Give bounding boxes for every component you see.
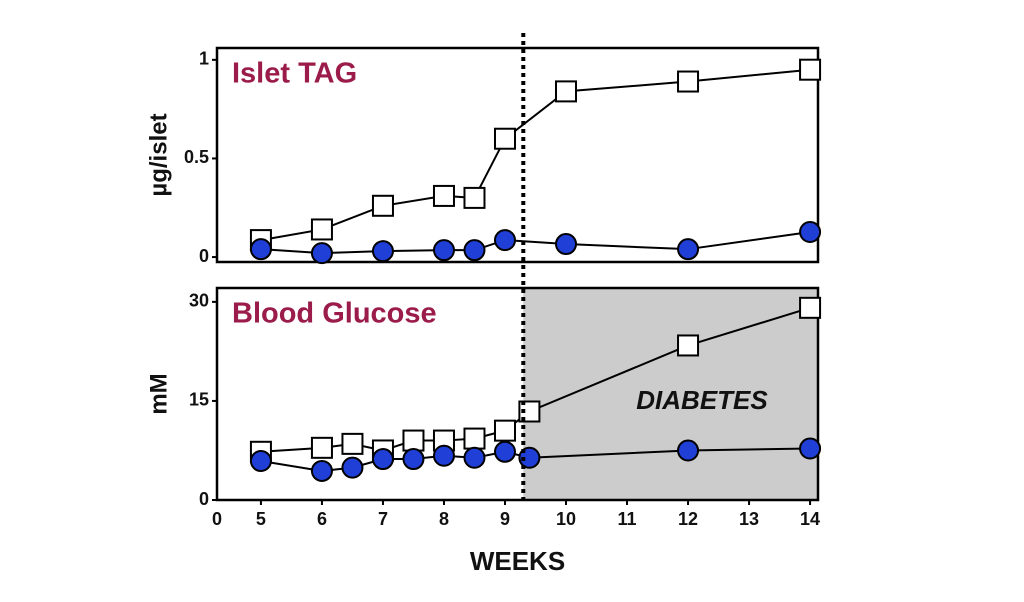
square-marker <box>371 194 394 217</box>
square-marker <box>555 80 578 103</box>
square-marker <box>799 58 822 81</box>
x-tick-label: 11 <box>618 509 637 529</box>
square-marker <box>463 427 486 450</box>
square-marker <box>493 127 516 150</box>
circle-marker <box>493 229 516 252</box>
square-marker <box>677 70 700 93</box>
x-tick-label: 6 <box>317 509 327 529</box>
y-tick-label: 0.5 <box>184 147 209 167</box>
x-tick-label: 5 <box>256 509 266 529</box>
circle-marker <box>249 450 272 473</box>
y-axis-label: mM <box>145 373 172 414</box>
square-marker <box>402 429 425 452</box>
x-tick-label: 8 <box>439 509 449 529</box>
x-tick-label: 13 <box>739 509 759 529</box>
square-marker <box>310 218 333 241</box>
square-marker <box>463 186 486 209</box>
square-marker <box>518 400 541 423</box>
square-marker <box>799 296 822 319</box>
circle-marker <box>555 233 578 256</box>
panel-title: Islet TAG <box>232 58 357 90</box>
x-tick-label: 10 <box>556 509 576 529</box>
panel-title: Blood Glucose <box>232 298 437 330</box>
circle-marker <box>371 240 394 263</box>
series-line <box>260 68 811 242</box>
circle-marker <box>463 446 486 469</box>
square-marker <box>310 436 333 459</box>
circle-marker <box>310 242 333 265</box>
x-tick-label: 12 <box>678 509 698 529</box>
y-tick-label: 30 <box>189 291 209 311</box>
circle-marker <box>249 238 272 261</box>
circle-marker <box>432 444 455 467</box>
circle-marker <box>310 459 333 482</box>
series-line <box>260 231 811 255</box>
square-marker <box>432 184 455 207</box>
x-tick-label: 7 <box>378 509 388 529</box>
square-marker <box>341 432 364 455</box>
y-axis-label: µg/islet <box>145 113 172 196</box>
x-axis-label: WEEKS <box>470 546 565 576</box>
annotation: DIABETES <box>636 385 768 415</box>
square-marker <box>677 334 700 357</box>
y-tick-label: 0 <box>199 246 209 266</box>
x-origin-label: 0 <box>212 509 222 529</box>
circle-marker <box>677 238 700 261</box>
square-marker <box>493 419 516 442</box>
plot-frame <box>215 286 820 502</box>
y-tick-label: 1 <box>199 49 209 69</box>
plot-frame <box>215 46 820 264</box>
circle-marker <box>371 448 394 471</box>
circle-marker <box>799 437 822 460</box>
circle-marker <box>402 448 425 471</box>
x-tick-label: 9 <box>500 509 510 529</box>
circle-marker <box>341 456 364 479</box>
y-tick-label: 0 <box>199 489 209 509</box>
x-tick-label: 14 <box>800 509 820 529</box>
circle-marker <box>799 221 822 244</box>
circle-marker <box>463 239 486 262</box>
circle-marker <box>432 239 455 262</box>
circle-marker <box>677 439 700 462</box>
circle-marker <box>493 440 516 463</box>
y-tick-label: 15 <box>189 390 209 410</box>
